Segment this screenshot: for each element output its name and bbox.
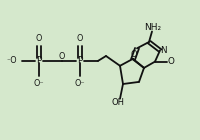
Text: OH: OH [112,98,124,107]
Text: O⁻: O⁻ [34,79,44,88]
Text: O: O [77,34,83,43]
Text: O: O [36,34,42,43]
Text: O⁻: O⁻ [75,79,85,88]
Text: N: N [160,46,167,55]
Text: P: P [36,56,42,65]
Text: ⁻O: ⁻O [6,56,17,65]
Text: O: O [59,52,65,61]
Text: P: P [77,56,83,65]
Text: O: O [168,57,175,66]
Text: O: O [131,50,137,59]
Text: NH₂: NH₂ [144,23,162,32]
